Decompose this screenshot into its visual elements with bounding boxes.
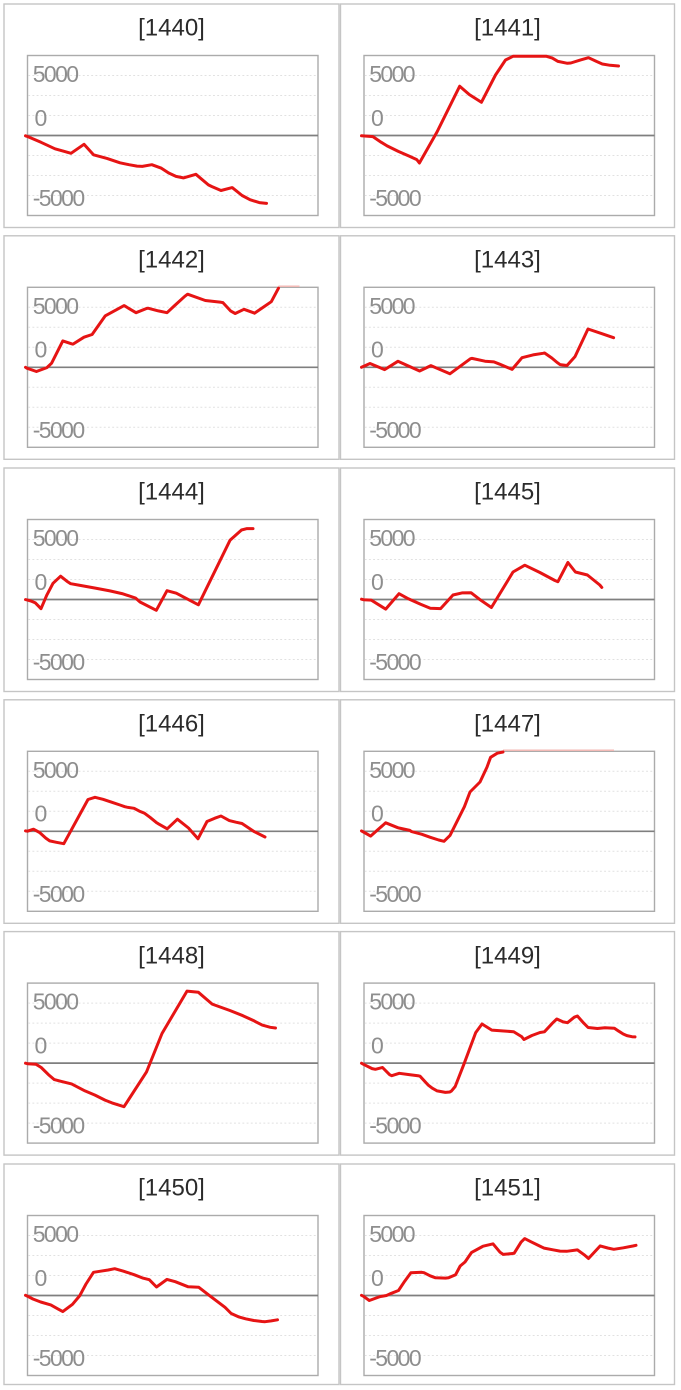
- svg-text:[1445]: [1445]: [474, 479, 541, 506]
- svg-text:5000: 5000: [369, 757, 415, 783]
- svg-text:0: 0: [371, 105, 383, 131]
- svg-text:0: 0: [35, 1033, 47, 1059]
- svg-text:0: 0: [35, 569, 47, 595]
- svg-text:[1441]: [1441]: [474, 15, 541, 42]
- svg-text:0: 0: [35, 1265, 47, 1291]
- svg-text:-5000: -5000: [369, 1113, 421, 1139]
- svg-text:0: 0: [371, 1033, 383, 1059]
- svg-text:[1443]: [1443]: [474, 247, 541, 274]
- svg-text:5000: 5000: [369, 989, 415, 1015]
- svg-text:-5000: -5000: [33, 185, 85, 211]
- svg-text:[1450]: [1450]: [138, 1175, 205, 1202]
- svg-text:0: 0: [371, 569, 383, 595]
- svg-text:-5000: -5000: [33, 881, 85, 907]
- svg-text:5000: 5000: [33, 757, 79, 783]
- svg-text:5000: 5000: [33, 525, 79, 551]
- svg-text:[1442]: [1442]: [138, 247, 205, 274]
- svg-text:-5000: -5000: [33, 417, 85, 443]
- svg-text:0: 0: [371, 801, 383, 827]
- svg-text:-5000: -5000: [33, 1345, 85, 1371]
- svg-text:-5000: -5000: [369, 649, 421, 675]
- svg-text:-5000: -5000: [369, 1345, 421, 1371]
- svg-text:5000: 5000: [369, 293, 415, 319]
- svg-text:-5000: -5000: [33, 1113, 85, 1139]
- svg-text:5000: 5000: [369, 525, 415, 551]
- svg-text:0: 0: [371, 337, 383, 363]
- svg-text:5000: 5000: [33, 989, 79, 1015]
- svg-text:[1447]: [1447]: [474, 711, 541, 738]
- svg-text:-5000: -5000: [369, 881, 421, 907]
- svg-text:[1440]: [1440]: [138, 15, 205, 42]
- svg-text:0: 0: [35, 105, 47, 131]
- svg-text:[1446]: [1446]: [138, 711, 205, 738]
- svg-text:5000: 5000: [369, 61, 415, 87]
- svg-text:5000: 5000: [33, 1221, 79, 1247]
- svg-text:0: 0: [35, 337, 47, 363]
- svg-text:-5000: -5000: [369, 185, 421, 211]
- svg-text:5000: 5000: [33, 293, 79, 319]
- svg-text:[1444]: [1444]: [138, 479, 205, 506]
- svg-text:[1449]: [1449]: [474, 942, 541, 969]
- svg-text:-5000: -5000: [33, 649, 85, 675]
- svg-text:0: 0: [371, 1265, 383, 1291]
- svg-text:[1448]: [1448]: [138, 942, 205, 969]
- svg-text:5000: 5000: [33, 61, 79, 87]
- svg-text:5000: 5000: [369, 1221, 415, 1247]
- svg-text:[1451]: [1451]: [474, 1175, 541, 1202]
- svg-text:-5000: -5000: [369, 417, 421, 443]
- svg-text:0: 0: [35, 801, 47, 827]
